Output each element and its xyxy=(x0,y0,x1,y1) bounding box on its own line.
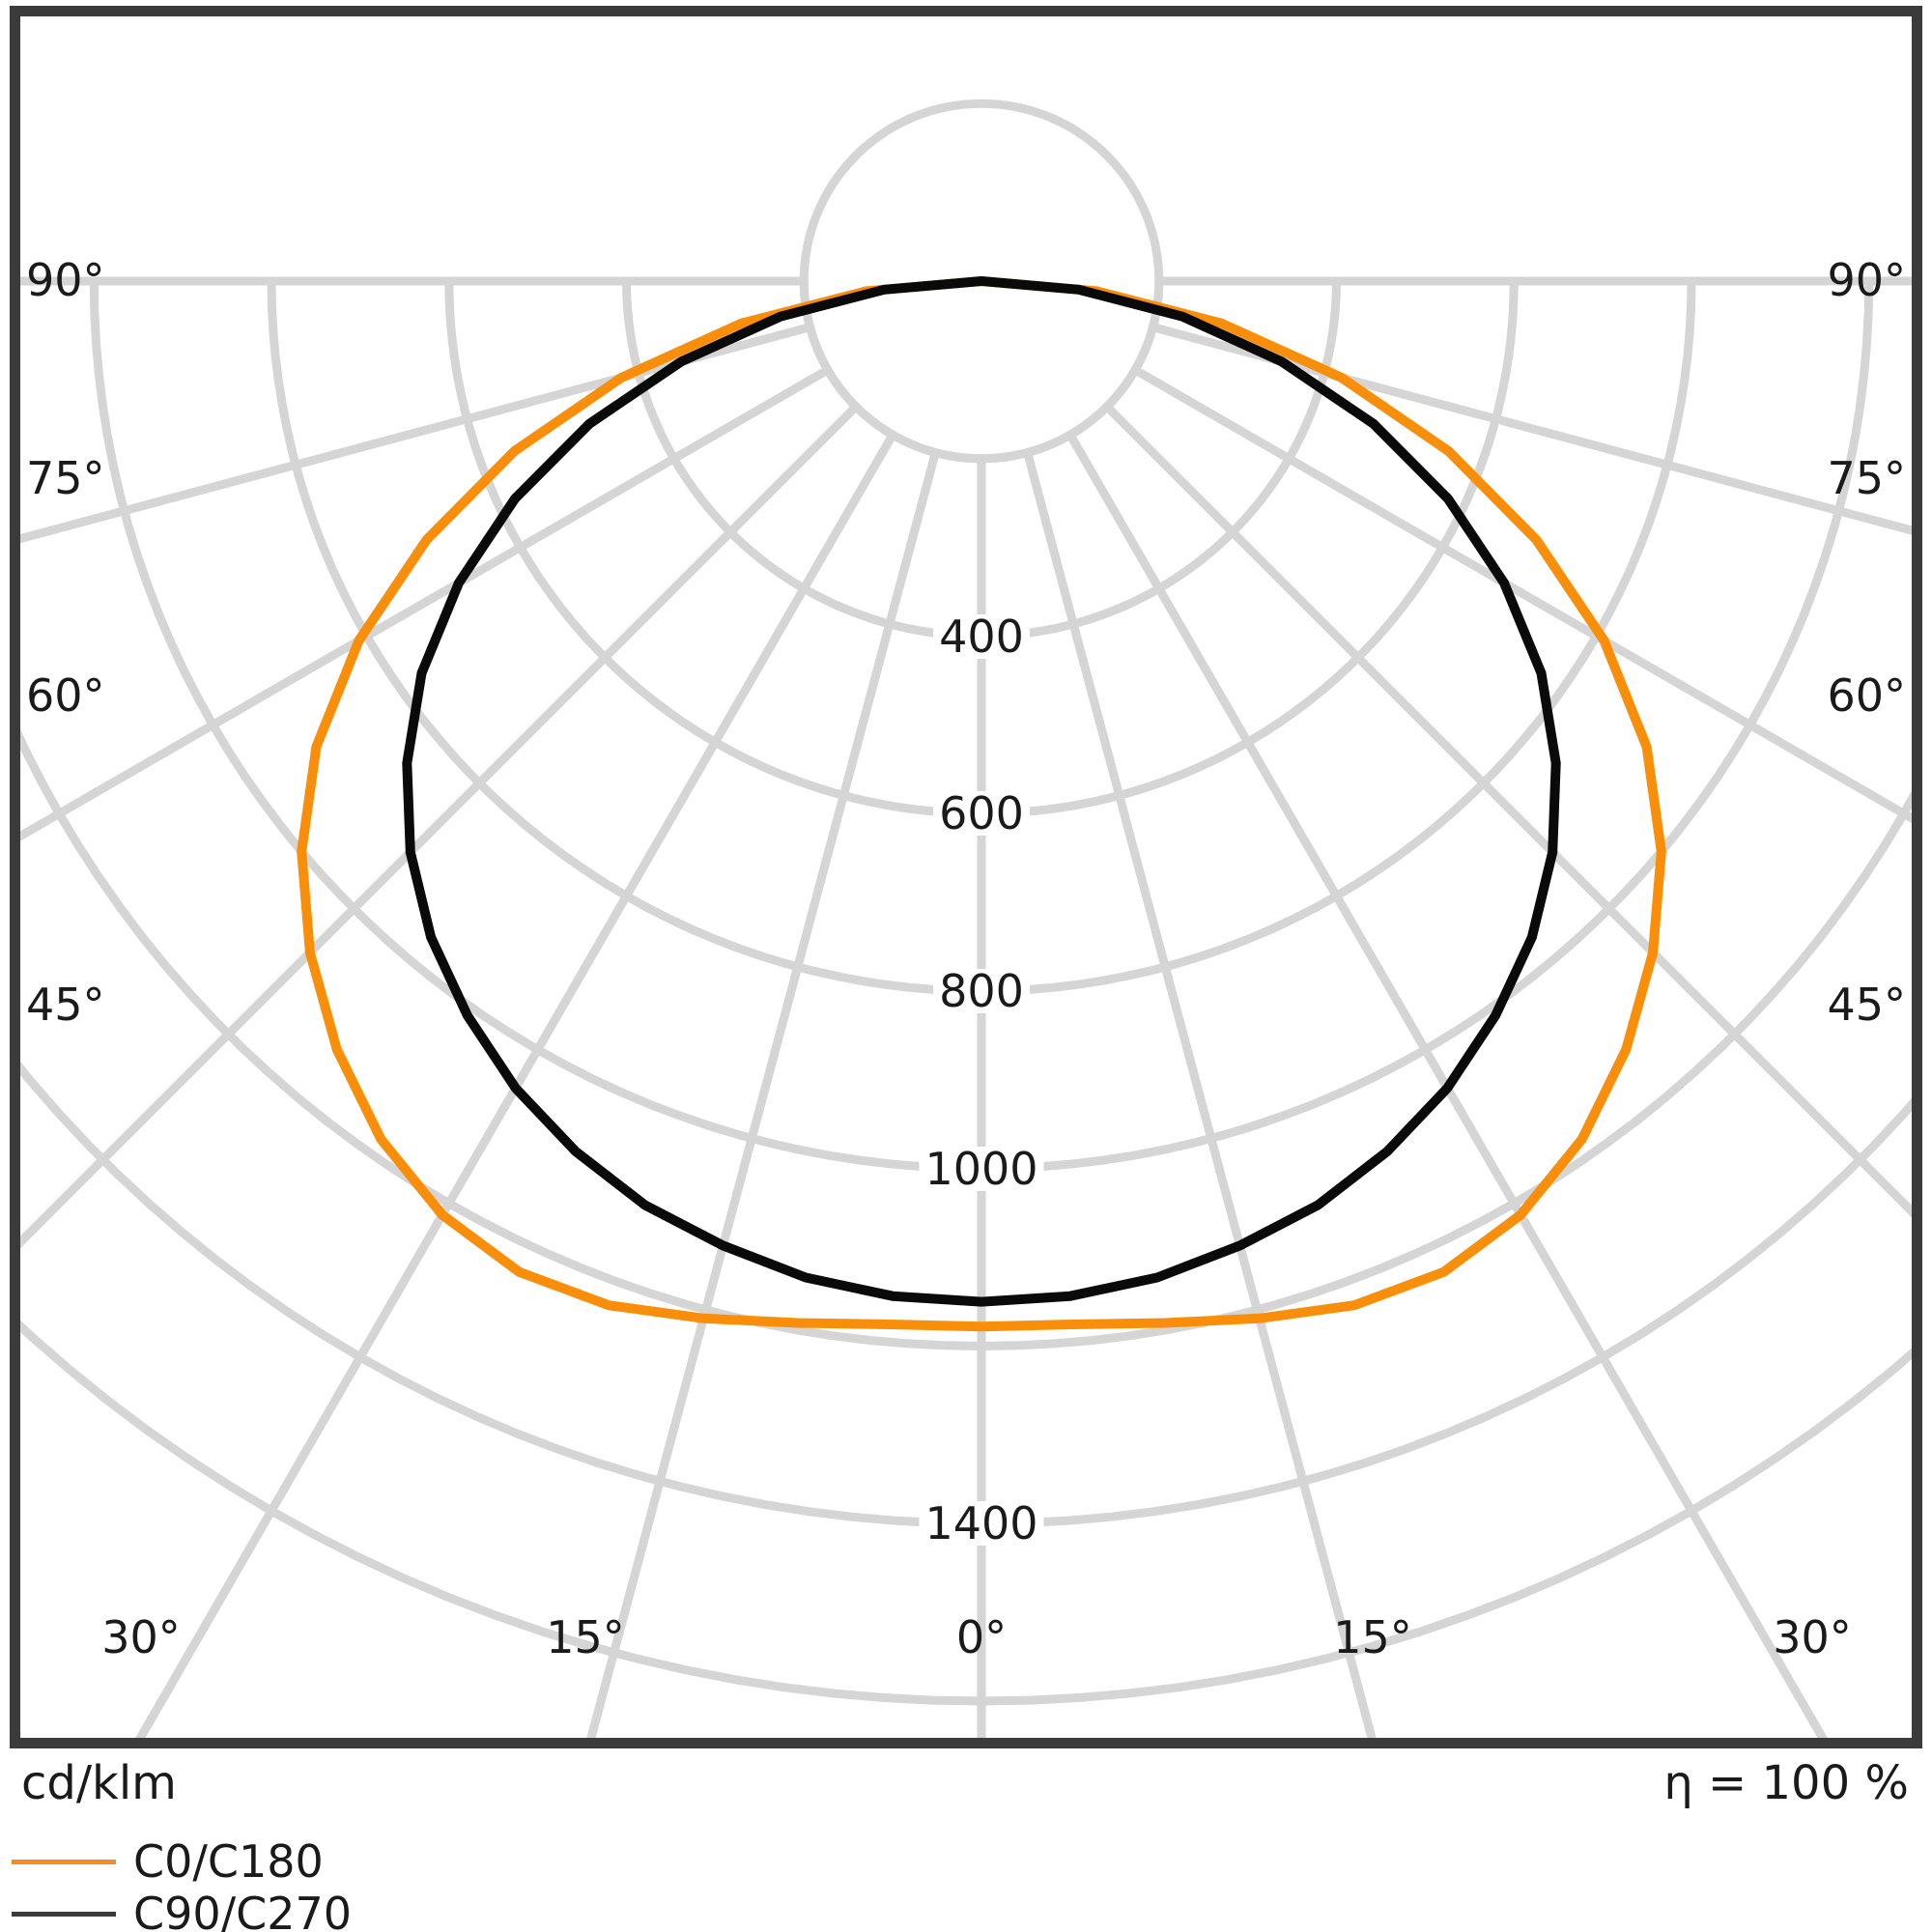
grid-spoke xyxy=(135,432,896,1738)
legend: C0/C180 C90/C270 xyxy=(12,1835,881,1932)
grid-spoke xyxy=(1023,451,1377,1738)
grid-spoke xyxy=(1151,323,1912,535)
legend-line-swatch xyxy=(12,1859,116,1864)
axis-label-bottom-1: 15° xyxy=(546,1611,625,1663)
curve-c0-c180 xyxy=(297,276,1666,1332)
polar-plot-canvas xyxy=(20,99,1912,1738)
axis-label-left-3: 45° xyxy=(26,979,105,1031)
radial-value-label-3: 1000 xyxy=(919,1146,1044,1191)
legend-line-swatch xyxy=(12,1911,116,1917)
efficiency-label: η = 100 % xyxy=(1663,1756,1909,1810)
radial-value-label-0: 400 xyxy=(933,613,1030,659)
grid-spoke xyxy=(1103,403,1912,1218)
grid-ring xyxy=(799,280,1164,464)
axis-label-bottom-3: 15° xyxy=(1333,1611,1412,1663)
legend-label: C0/C180 xyxy=(133,1835,324,1888)
legend-item-c0-c180: C0/C180 xyxy=(12,1835,881,1888)
axis-label-right-2: 60° xyxy=(1827,669,1906,722)
legend-item-c90-c270: C90/C270 xyxy=(12,1888,881,1932)
grid-inner-circle xyxy=(799,99,1164,464)
axis-label-right-3: 45° xyxy=(1827,979,1906,1031)
grid-spoke xyxy=(586,451,940,1738)
axis-label-left-2: 60° xyxy=(26,669,105,722)
grid-spoke xyxy=(1132,366,1912,824)
axis-label-bottom-0: 30° xyxy=(101,1611,181,1663)
legend-label: C90/C270 xyxy=(133,1888,353,1932)
grid-spoke xyxy=(20,366,831,841)
axis-label-left-1: 75° xyxy=(26,452,105,504)
grid-spoke xyxy=(1066,432,1828,1738)
plot-frame: 90° 75° 60° 45° 90° 75° 60° 45° 30° 15° 0° 15° 30° 40… xyxy=(10,6,1922,1748)
radial-value-label-1: 600 xyxy=(933,791,1030,837)
distribution-curves xyxy=(297,276,1666,1332)
radial-value-label-4: 1400 xyxy=(919,1501,1044,1547)
unit-label: cd/klm xyxy=(21,1756,177,1810)
axis-label-right-1: 75° xyxy=(1827,452,1906,504)
curve-c90-c270 xyxy=(402,276,1561,1307)
plot-footer: cd/klm η = 100 % xyxy=(10,1750,1922,1828)
axis-label-bottom-4: 30° xyxy=(1773,1611,1852,1663)
grid-spoke xyxy=(20,323,811,544)
radial-value-label-2: 800 xyxy=(933,969,1030,1013)
axis-label-right-0: 90° xyxy=(1827,254,1906,306)
axis-label-left-0: 90° xyxy=(26,254,105,306)
grid-spoke xyxy=(20,403,860,1249)
axis-label-bottom-2: 0° xyxy=(955,1611,1008,1663)
